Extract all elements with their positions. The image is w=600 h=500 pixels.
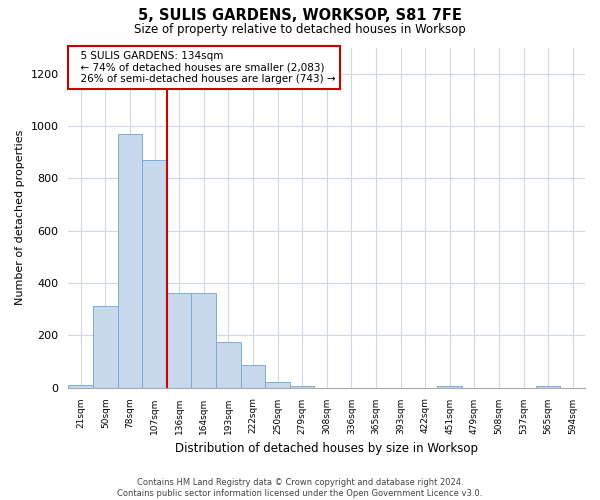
Text: Size of property relative to detached houses in Worksop: Size of property relative to detached ho… bbox=[134, 22, 466, 36]
Bar bbox=[142, 160, 167, 388]
Text: 5 SULIS GARDENS: 134sqm
  ← 74% of detached houses are smaller (2,083)
  26% of : 5 SULIS GARDENS: 134sqm ← 74% of detache… bbox=[74, 51, 335, 84]
Bar bbox=[265, 382, 290, 388]
Bar bbox=[536, 386, 560, 388]
Bar bbox=[241, 366, 265, 388]
Bar bbox=[290, 386, 314, 388]
Text: 5, SULIS GARDENS, WORKSOP, S81 7FE: 5, SULIS GARDENS, WORKSOP, S81 7FE bbox=[138, 8, 462, 22]
X-axis label: Distribution of detached houses by size in Worksop: Distribution of detached houses by size … bbox=[175, 442, 478, 455]
Bar bbox=[93, 306, 118, 388]
Bar bbox=[437, 386, 462, 388]
Bar bbox=[191, 294, 216, 388]
Bar bbox=[118, 134, 142, 388]
Bar bbox=[68, 385, 93, 388]
Y-axis label: Number of detached properties: Number of detached properties bbox=[15, 130, 25, 305]
Bar bbox=[167, 294, 191, 388]
Text: Contains HM Land Registry data © Crown copyright and database right 2024.
Contai: Contains HM Land Registry data © Crown c… bbox=[118, 478, 482, 498]
Bar bbox=[216, 342, 241, 388]
